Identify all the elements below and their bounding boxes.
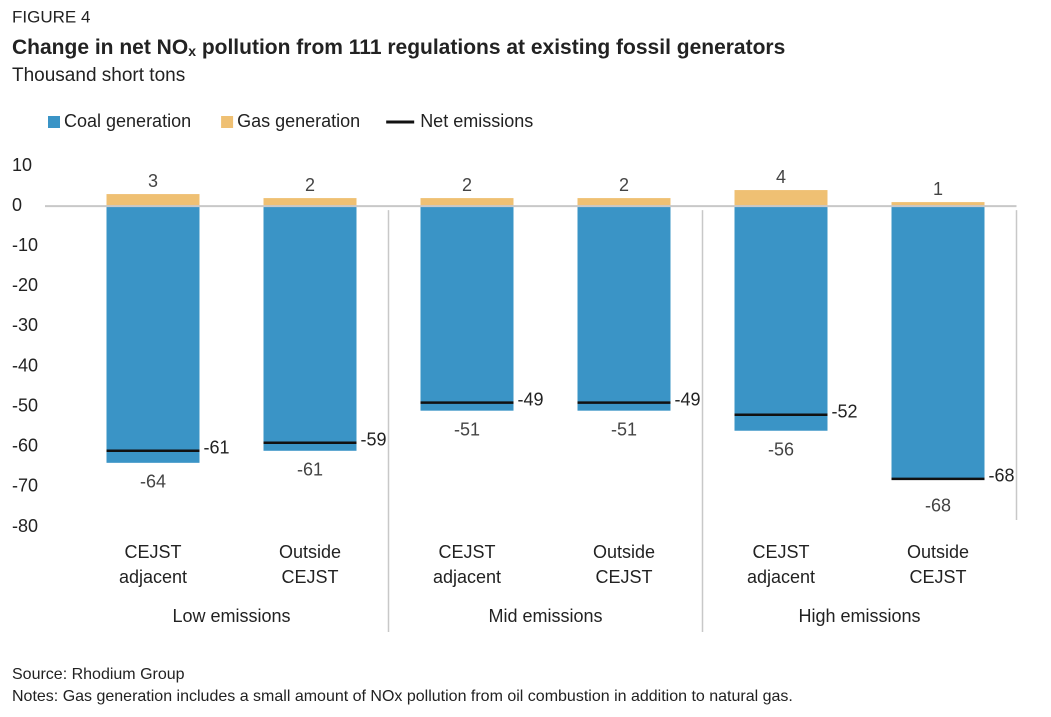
data-label: 2 (305, 175, 315, 195)
bar (263, 198, 357, 207)
x-tick-label: adjacent (747, 567, 815, 587)
y-tick-label: -30 (12, 315, 38, 335)
source: Source: Rhodium Group (12, 666, 185, 683)
x-tick-label: CEJST (124, 542, 181, 562)
title-part: Change in net NO (12, 36, 188, 59)
x-tick-label: CEJST (438, 542, 495, 562)
x-tick-label: Outside (907, 542, 969, 562)
data-label: -51 (454, 419, 480, 439)
group-label: High emissions (798, 606, 920, 626)
bar (106, 194, 200, 207)
data-label: 2 (619, 175, 629, 195)
y-tick-label: -50 (12, 395, 38, 415)
group-label: Mid emissions (488, 606, 602, 626)
bar (420, 206, 514, 411)
data-label: -64 (140, 472, 166, 492)
bar (734, 190, 828, 207)
y-tick-label: -80 (12, 516, 38, 536)
x-tick-label: adjacent (433, 567, 501, 587)
x-tick-label: CEJST (595, 567, 652, 587)
x-tick-label: Outside (279, 542, 341, 562)
bar (577, 198, 671, 207)
y-tick-label: 0 (12, 195, 22, 215)
y-tick-label: -70 (12, 476, 38, 496)
data-label: -56 (768, 439, 794, 459)
data-label: 3 (148, 171, 158, 191)
chart-title: Change in net NOx pollution from 111 reg… (12, 36, 785, 59)
bar (106, 206, 200, 463)
data-label: 1 (933, 179, 943, 199)
x-tick-label: adjacent (119, 567, 187, 587)
data-label: 4 (776, 167, 786, 187)
bar (891, 202, 985, 207)
legend-swatch (48, 116, 60, 128)
data-label: -59 (361, 430, 387, 450)
figure-label: FIGURE 4 (12, 7, 90, 26)
bar (263, 206, 357, 451)
y-tick-label: 10 (12, 155, 32, 175)
x-tick-label: Outside (593, 542, 655, 562)
bar (734, 206, 828, 431)
group-label: Low emissions (172, 606, 290, 626)
bar (420, 198, 514, 207)
bar (577, 206, 671, 411)
legend-label: Net emissions (420, 111, 533, 131)
legend-swatch (221, 116, 234, 128)
y-tick-label: -20 (12, 275, 38, 295)
bar (891, 206, 985, 479)
legend-label: Coal generation (64, 111, 191, 131)
notes: Notes: Gas generation includes a small a… (12, 688, 793, 705)
legend-label: Gas generation (237, 111, 360, 131)
y-tick-label: -60 (12, 436, 38, 456)
data-label: -51 (611, 419, 637, 439)
x-tick-label: CEJST (909, 567, 966, 587)
subtitle: Thousand short tons (12, 65, 185, 86)
x-tick-label: CEJST (281, 567, 338, 587)
title-part: x (188, 43, 196, 59)
x-tick-label: CEJST (752, 542, 809, 562)
data-label: -49 (675, 389, 701, 409)
y-tick-label: -10 (12, 235, 38, 255)
data-label: -61 (297, 460, 323, 480)
data-label: -68 (989, 466, 1015, 486)
data-label: -52 (832, 401, 858, 421)
y-tick-label: -40 (12, 355, 38, 375)
data-label: -49 (518, 389, 544, 409)
data-label: -68 (925, 496, 951, 516)
title-part: pollution from 111 regulations at existi… (196, 36, 785, 59)
data-label: 2 (462, 175, 472, 195)
data-label: -61 (204, 438, 230, 458)
